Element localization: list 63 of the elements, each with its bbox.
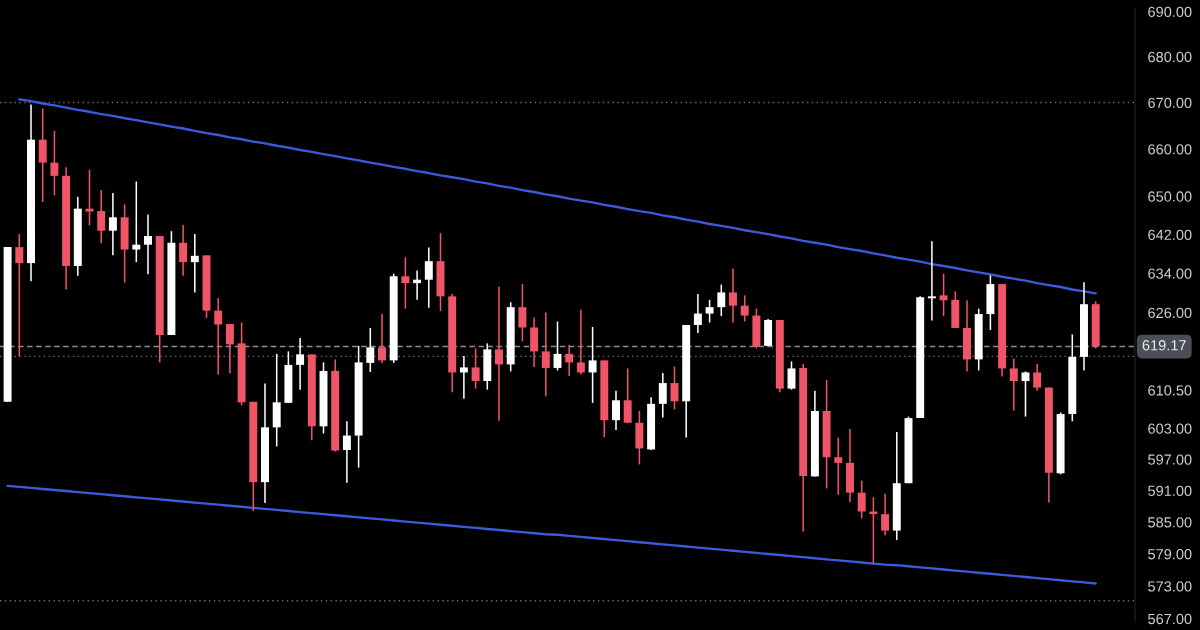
line-series: [6, 484, 1097, 585]
y-tick-label: 660.00: [1148, 144, 1192, 155]
line-series: [18, 98, 1097, 295]
candlestick: [623, 367, 632, 425]
candlestick: [179, 224, 188, 277]
candlestick: [108, 192, 117, 257]
candlestick: [225, 323, 234, 375]
candlestick: [38, 107, 47, 203]
candlestick: [1033, 363, 1042, 392]
candlestick: [787, 360, 796, 391]
candlestick: [495, 285, 503, 422]
candlestick: [565, 344, 574, 377]
y-tick-label: 603.00: [1148, 423, 1192, 434]
y-tick-label: 610.50: [1148, 385, 1192, 396]
y-tick-label: 579.00: [1148, 549, 1192, 560]
candlestick: [518, 283, 527, 343]
candlestick: [471, 347, 480, 390]
candlestick: [705, 299, 714, 324]
candlestick: [214, 297, 223, 376]
candlestick: [15, 233, 24, 358]
candlestick: [881, 492, 890, 537]
candlestick: [366, 327, 375, 373]
candlestick: [834, 436, 843, 496]
y-tick-label: 680.00: [1148, 51, 1192, 63]
candlestick: [729, 267, 737, 324]
y-tick-label: 634.00: [1148, 268, 1192, 279]
candlestick: [190, 233, 199, 294]
candlestick: [530, 316, 539, 368]
ref-line-label: 619.17: [1142, 340, 1186, 351]
candlestick: [401, 256, 410, 310]
y-tick-label: 650.00: [1148, 191, 1192, 202]
candlestick: [927, 240, 936, 322]
y-tick-label: 626.00: [1148, 307, 1192, 319]
candlestick: [378, 313, 386, 364]
candlestick: [576, 308, 585, 376]
candlestick: [588, 326, 597, 404]
candlestick: [50, 130, 59, 197]
candlestick: [1021, 370, 1030, 418]
y-tick-label: 642.00: [1148, 229, 1192, 240]
candlestick: [541, 311, 550, 397]
candlestick: [132, 180, 141, 263]
y-tick-label: 573.00: [1148, 581, 1192, 592]
candlestick: [658, 372, 667, 419]
candlestick: [459, 355, 468, 400]
y-tick-label: 670.00: [1148, 97, 1192, 108]
candlestick: [342, 420, 351, 484]
candlestick: [296, 337, 305, 391]
candlestick: [717, 283, 726, 317]
candlestick: [857, 479, 866, 520]
y-tick-label: 690.00: [1148, 6, 1192, 18]
candlestick: [85, 168, 94, 227]
candlestick: [1009, 357, 1018, 412]
candlestick: [740, 294, 749, 323]
y-tick-label: 597.00: [1148, 454, 1192, 465]
y-tick-label: 567.00: [1148, 613, 1192, 625]
candlestick: [693, 293, 702, 334]
candlestick: [612, 389, 620, 431]
y-tick-label: 591.00: [1148, 485, 1192, 496]
candlestick: [939, 273, 948, 317]
y-tick-label: 585.00: [1148, 517, 1192, 528]
candlestick: [97, 189, 106, 245]
candlestick: [424, 246, 433, 309]
candlestick: [144, 213, 152, 276]
